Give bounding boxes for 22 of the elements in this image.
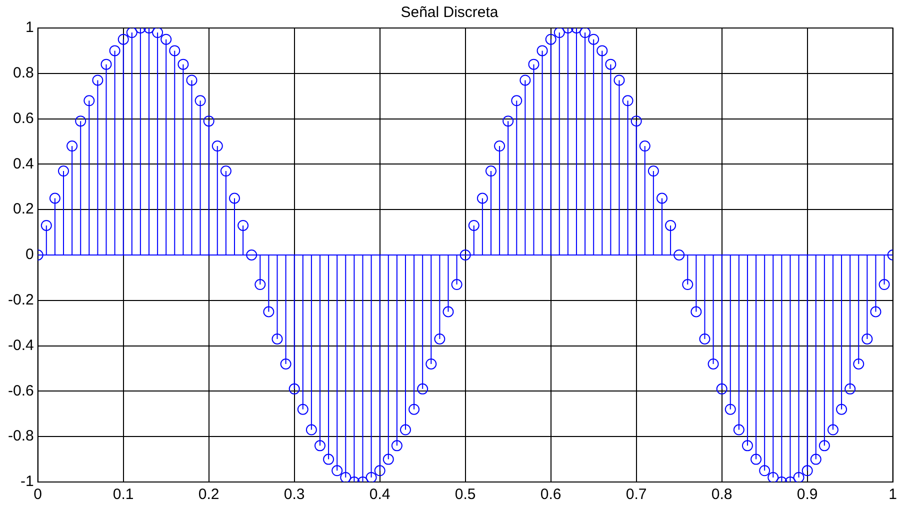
y-tick-label: 0.8	[12, 64, 34, 82]
x-tick-label: 0.7	[626, 486, 647, 504]
y-tick-label: -0.4	[8, 336, 34, 354]
x-tick-label: 1	[888, 486, 897, 504]
x-tick-label: 0.2	[198, 486, 220, 504]
y-tick-label: -0.6	[8, 382, 34, 400]
x-tick-label: 0.1	[112, 486, 134, 504]
x-tick-label: 0.3	[284, 486, 305, 504]
y-tick-label: 1	[26, 19, 34, 36]
y-tick-label: 0	[26, 246, 34, 264]
y-tick-label: -0.8	[8, 428, 34, 445]
y-tick-label: -0.2	[8, 292, 34, 309]
x-tick-label: 0.4	[369, 486, 390, 504]
x-tick-label: 0.6	[540, 486, 562, 504]
y-tick-label: 0.2	[12, 200, 34, 218]
chart-title: Señal Discreta	[400, 4, 499, 22]
y-tick-label: -1	[20, 473, 34, 490]
x-tick-label: 0.5	[454, 486, 476, 504]
x-tick-label: 0.9	[796, 486, 818, 504]
x-tick-label: 0.8	[711, 486, 732, 504]
y-tick-label: 0.4	[12, 155, 34, 172]
y-tick-label: 0.6	[12, 110, 34, 127]
